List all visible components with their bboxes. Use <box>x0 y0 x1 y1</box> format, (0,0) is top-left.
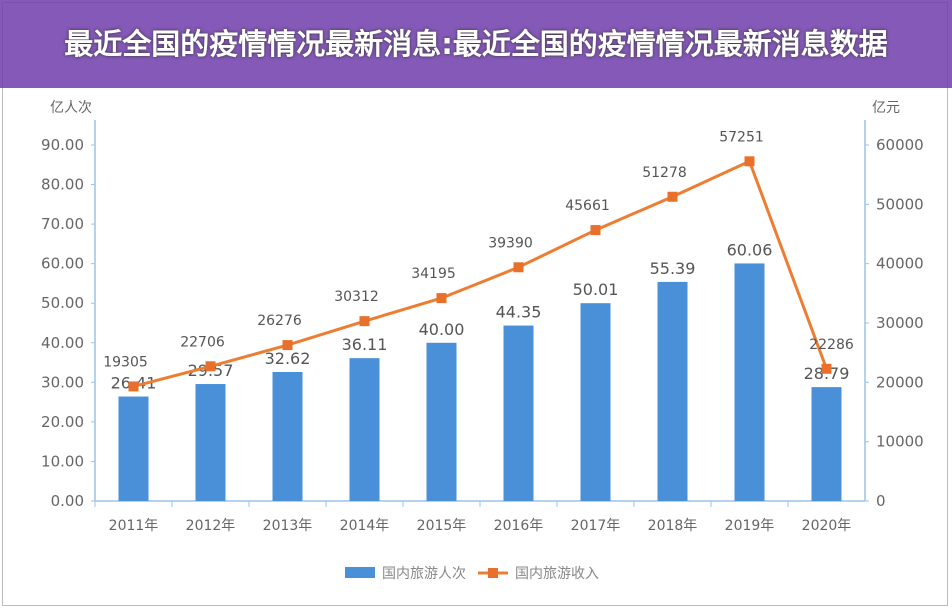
line-data-label: 22706 <box>180 334 225 350</box>
line-data-label: 51278 <box>642 165 687 181</box>
left-tick-label: 20.00 <box>41 413 84 431</box>
line-data-label: 30312 <box>334 289 379 305</box>
right-tick-label: 60000 <box>876 136 924 154</box>
left-tick-label: 80.00 <box>41 176 84 194</box>
bar <box>580 303 611 501</box>
line-marker <box>205 361 216 372</box>
line-data-label: 45661 <box>565 198 610 214</box>
bar-data-label: 55.39 <box>650 259 696 278</box>
left-tick-label: 0.00 <box>51 492 84 510</box>
x-tick-label: 2018年 <box>648 518 698 534</box>
bar-data-label: 50.01 <box>573 280 619 299</box>
right-tick-label: 0 <box>876 492 886 510</box>
bar-data-label: 36.11 <box>342 335 388 354</box>
left-tick-label: 90.00 <box>41 136 84 154</box>
bar <box>811 387 842 501</box>
line-marker <box>436 293 447 304</box>
legend-bar-label: 国内旅游人次 <box>382 566 466 582</box>
line-marker <box>821 363 832 374</box>
left-tick-label: 70.00 <box>41 215 84 233</box>
line-marker <box>359 316 370 327</box>
line-marker <box>282 340 293 351</box>
line-marker <box>128 381 139 392</box>
x-tick-label: 2019年 <box>725 518 775 534</box>
x-tick-label: 2015年 <box>417 518 467 534</box>
x-tick-label: 2016年 <box>494 518 544 534</box>
x-tick-label: 2017年 <box>571 518 621 534</box>
bar-data-label: 40.00 <box>419 320 465 339</box>
right-tick-label: 20000 <box>876 373 924 391</box>
legend-line-label: 国内旅游收入 <box>515 566 599 582</box>
line-data-label: 39390 <box>488 235 533 251</box>
right-tick-label: 50000 <box>876 195 924 213</box>
bar <box>734 263 765 501</box>
left-tick-label: 40.00 <box>41 334 84 352</box>
x-tick-label: 2011年 <box>109 518 159 534</box>
banner-title: 最近全国的疫情情况最新消息:最近全国的疫情情况最新消息数据 <box>64 27 888 61</box>
legend-bar-swatch <box>345 567 375 578</box>
line-marker <box>667 191 678 202</box>
bar <box>272 371 303 501</box>
x-tick-label: 2013年 <box>263 518 313 534</box>
left-tick-label: 30.00 <box>41 373 84 391</box>
line-data-label: 19305 <box>103 354 148 370</box>
revenue-line <box>133 159 828 388</box>
legend-line-marker <box>488 568 498 578</box>
bar <box>657 281 688 501</box>
line-data-label: 26276 <box>257 313 302 329</box>
line-data-label: 34195 <box>411 266 456 282</box>
bar-data-label: 44.35 <box>496 303 542 322</box>
x-tick-label: 2020年 <box>802 518 852 534</box>
x-tick-label: 2012年 <box>186 518 236 534</box>
right-tick-label: 30000 <box>876 314 924 332</box>
right-tick-label: 40000 <box>876 255 924 273</box>
bar <box>349 358 380 501</box>
line-marker <box>744 156 755 167</box>
bar <box>118 396 149 501</box>
left-tick-label: 50.00 <box>41 294 84 312</box>
line-data-label: 57251 <box>719 129 764 145</box>
line-data-label: 22286 <box>809 337 854 353</box>
line-marker <box>590 225 601 236</box>
left-axis-label: 亿人次 <box>50 100 92 116</box>
bar <box>195 384 226 501</box>
left-tick-label: 60.00 <box>41 255 84 273</box>
title-banner: 最近全国的疫情情况最新消息:最近全国的疫情情况最新消息数据 <box>0 0 952 88</box>
right-axis-label: 亿元 <box>872 100 900 116</box>
bar-data-label: 32.62 <box>265 349 311 368</box>
line-marker <box>513 262 524 273</box>
bar <box>503 325 534 501</box>
left-tick-label: 10.00 <box>41 452 84 470</box>
x-tick-label: 2014年 <box>340 518 390 534</box>
right-tick-label: 10000 <box>876 433 924 451</box>
bar <box>426 342 457 501</box>
bar-data-label: 60.06 <box>727 240 773 259</box>
